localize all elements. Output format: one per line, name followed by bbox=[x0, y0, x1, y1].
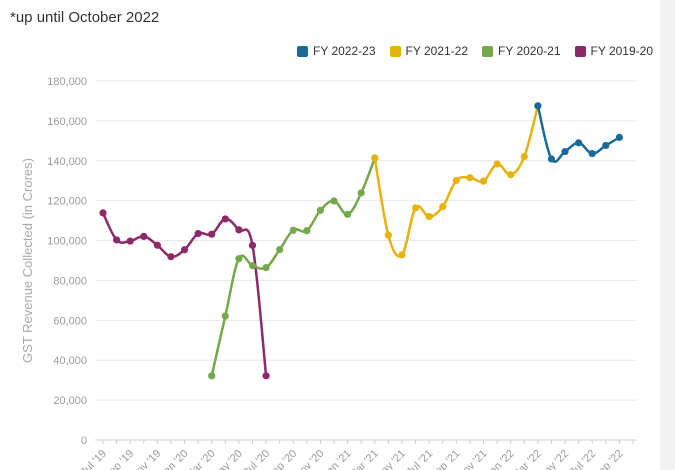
legend-swatch bbox=[482, 45, 493, 57]
data-point-fy-2019-20 bbox=[167, 253, 175, 261]
legend-swatch bbox=[574, 45, 586, 57]
x-tick-label: Jul '19 bbox=[78, 448, 109, 470]
x-tick-label: Sep '20 bbox=[265, 448, 300, 470]
x-tick-label: Mar '22 bbox=[510, 448, 544, 470]
data-point-fy-2021-22 bbox=[439, 203, 447, 211]
data-point-fy-2019-20 bbox=[153, 241, 161, 249]
data-point-fy-2020-21 bbox=[303, 227, 311, 235]
y-tick-label: 80,000 bbox=[53, 275, 87, 287]
data-point-fy-2020-21 bbox=[248, 262, 257, 270]
data-point-fy-2019-20 bbox=[126, 237, 134, 245]
y-tick-label: 140,000 bbox=[47, 156, 87, 168]
data-point-fy-2020-21 bbox=[330, 197, 338, 205]
x-tick-label: Sep '22 bbox=[591, 448, 626, 470]
x-tick-label: Nov '20 bbox=[292, 448, 327, 470]
line-chart: 0 20,000 40,000 60,000 80,000 100,000 120,000 1… bbox=[20, 76, 637, 470]
legend-label: FY 2019-20 bbox=[590, 44, 654, 58]
data-point-fy-2022-23 bbox=[602, 141, 610, 150]
series-line-fy-2020-21 bbox=[210, 157, 376, 377]
data-point-fy-2019-20 bbox=[221, 215, 229, 223]
legend-item[interactable]: FY 2021-22 bbox=[389, 44, 469, 58]
legend-label: FY 2021-22 bbox=[405, 44, 469, 58]
data-point-fy-2019-20 bbox=[194, 229, 202, 238]
x-tick-label: Jan '20 bbox=[157, 448, 190, 470]
data-point-fy-2021-22 bbox=[452, 176, 460, 185]
legend-label: FY 2020-21 bbox=[498, 44, 561, 58]
legend-item[interactable]: FY 2022-23 bbox=[297, 44, 376, 58]
series-line-fy-2022-23 bbox=[536, 105, 621, 163]
data-point-fy-2021-22 bbox=[371, 154, 379, 162]
data-point-fy-2019-20 bbox=[262, 372, 270, 380]
chart-subtitle: *up until October 2022 bbox=[10, 9, 160, 26]
data-point-fy-2021-22 bbox=[466, 174, 474, 182]
data-point-fy-2020-21 bbox=[344, 210, 352, 218]
legend-swatch bbox=[389, 45, 401, 57]
data-point-fy-2020-21 bbox=[208, 372, 216, 380]
y-tick-label: 100,000 bbox=[47, 236, 87, 248]
y-tick-label: 60,000 bbox=[53, 315, 87, 327]
x-tick-label: Sep '21 bbox=[428, 448, 463, 470]
x-tick-label: Mar '21 bbox=[347, 448, 381, 470]
y-tick-label: 180,000 bbox=[47, 76, 87, 88]
legend-label: FY 2022-23 bbox=[313, 44, 376, 58]
data-point-fy-2021-22 bbox=[398, 251, 406, 259]
data-point-fy-2019-20 bbox=[235, 226, 243, 234]
y-tick-label: 120,000 bbox=[47, 196, 87, 208]
data-point-fy-2020-21 bbox=[276, 245, 284, 254]
data-point-fy-2021-22 bbox=[493, 160, 501, 168]
data-point-fy-2021-22 bbox=[425, 212, 433, 221]
x-tick-label: Jul '22 bbox=[568, 448, 599, 470]
data-point-fy-2022-23 bbox=[561, 147, 569, 156]
chart-legend: FY 2022-23 FY 2021-22 FY 2020-21 FY 2019-20 bbox=[297, 44, 653, 58]
legend-item[interactable]: FY 2020-21 bbox=[482, 44, 561, 58]
data-point-fy-2020-21 bbox=[289, 226, 297, 234]
x-tick-label: Mar '20 bbox=[184, 448, 218, 470]
data-point-fy-2022-23 bbox=[547, 155, 556, 163]
right-panel-edge bbox=[660, 0, 675, 470]
x-tick-label: Jan '21 bbox=[320, 448, 353, 470]
data-point-fy-2022-23 bbox=[534, 102, 542, 110]
data-point-fy-2021-22 bbox=[520, 152, 528, 161]
x-tick-label: Jul '20 bbox=[241, 448, 272, 470]
data-point-fy-2020-21 bbox=[262, 263, 270, 272]
legend-swatch bbox=[297, 45, 308, 57]
data-point-fy-2021-22 bbox=[411, 204, 420, 212]
data-point-fy-2020-21 bbox=[316, 206, 325, 214]
data-point-fy-2019-20 bbox=[99, 209, 107, 217]
data-point-fy-2021-22 bbox=[479, 177, 488, 185]
legend-item[interactable]: FY 2019-20 bbox=[574, 44, 654, 58]
y-tick-label: 0 bbox=[81, 435, 87, 447]
data-point-fy-2020-21 bbox=[235, 255, 243, 263]
data-point-fy-2019-20 bbox=[248, 241, 257, 249]
x-tick-label: Nov '21 bbox=[455, 448, 490, 470]
x-tick-label: Jul '21 bbox=[405, 448, 436, 470]
data-point-fy-2019-20 bbox=[140, 232, 148, 241]
x-tick-label: Nov '19 bbox=[129, 448, 164, 470]
y-tick-label: 160,000 bbox=[47, 116, 87, 128]
data-point-fy-2021-22 bbox=[384, 231, 392, 239]
y-tick-label: 20,000 bbox=[53, 395, 87, 407]
data-point-fy-2021-22 bbox=[507, 171, 515, 179]
data-point-fy-2019-20 bbox=[112, 236, 121, 244]
y-tick-label: 40,000 bbox=[53, 355, 87, 367]
data-point-fy-2020-21 bbox=[357, 189, 365, 197]
data-point-fy-2020-21 bbox=[221, 312, 229, 320]
data-point-fy-2019-20 bbox=[208, 230, 216, 238]
data-point-fy-2022-23 bbox=[575, 139, 583, 147]
data-point-fy-2019-20 bbox=[180, 246, 189, 254]
y-axis-title: GST Revenue Collected (in Crores) bbox=[20, 158, 35, 363]
x-tick-label: Jan '22 bbox=[483, 448, 516, 470]
series-line-fy-2019-20 bbox=[101, 212, 268, 376]
data-point-fy-2022-23 bbox=[615, 133, 624, 142]
x-tick-label: Sep '19 bbox=[102, 448, 137, 470]
chart-card bbox=[0, 0, 660, 470]
data-point-fy-2022-23 bbox=[588, 149, 596, 158]
